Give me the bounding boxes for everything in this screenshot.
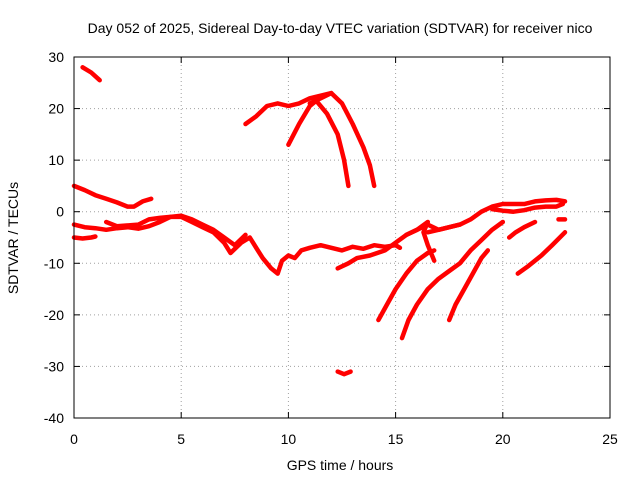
y-tick-label: -30 — [44, 358, 64, 374]
y-tick-label: -40 — [44, 410, 64, 426]
plot-frame — [73, 56, 611, 419]
y-tick-label: 30 — [48, 49, 64, 65]
series-arc-18 — [515, 230, 568, 276]
series-arc-17 — [506, 219, 538, 240]
y-tick-label: 20 — [48, 101, 64, 117]
series-arc-06 — [243, 90, 334, 127]
chart-title: Day 052 of 2025, Sidereal Day-to-day VTE… — [88, 20, 593, 36]
series-arc-08 — [307, 90, 377, 189]
tick-layer: 0 5 10 15 20 25 -40 -30 -20 -10 0 10 20 30 — [44, 49, 618, 447]
x-tick-label: 15 — [388, 431, 404, 447]
x-tick-label: 20 — [495, 431, 511, 447]
series-arc-12 — [399, 219, 506, 341]
x-tick-label: 5 — [177, 431, 185, 447]
y-tick-label: -10 — [44, 255, 64, 271]
y-tick-label: -20 — [44, 307, 64, 323]
y-tick-label: 10 — [48, 152, 64, 168]
series-arc-07 — [286, 98, 351, 189]
x-tick-label: 25 — [602, 431, 618, 447]
x-tick-label: 10 — [281, 431, 297, 447]
series-arc-13 — [446, 248, 491, 323]
series-layer — [71, 65, 568, 377]
series-arc-11 — [376, 248, 437, 323]
series-arc-02 — [71, 183, 154, 209]
series-arc-15 — [425, 197, 568, 235]
series-arc-05 — [103, 213, 248, 248]
series-arc-16 — [489, 201, 566, 214]
y-axis-label: SDTVAR / TECUs — [5, 182, 21, 294]
grid-layer — [74, 57, 610, 418]
y-tick-label: 0 — [56, 204, 64, 220]
x-tick-label: 0 — [70, 431, 78, 447]
series-arc-10 — [335, 369, 353, 377]
series-arc-03 — [71, 234, 98, 241]
x-axis-label: GPS time / hours — [287, 457, 394, 473]
series-arc-01 — [80, 65, 102, 83]
series-arc-14 — [404, 219, 437, 263]
series-arc-04 — [71, 214, 403, 276]
